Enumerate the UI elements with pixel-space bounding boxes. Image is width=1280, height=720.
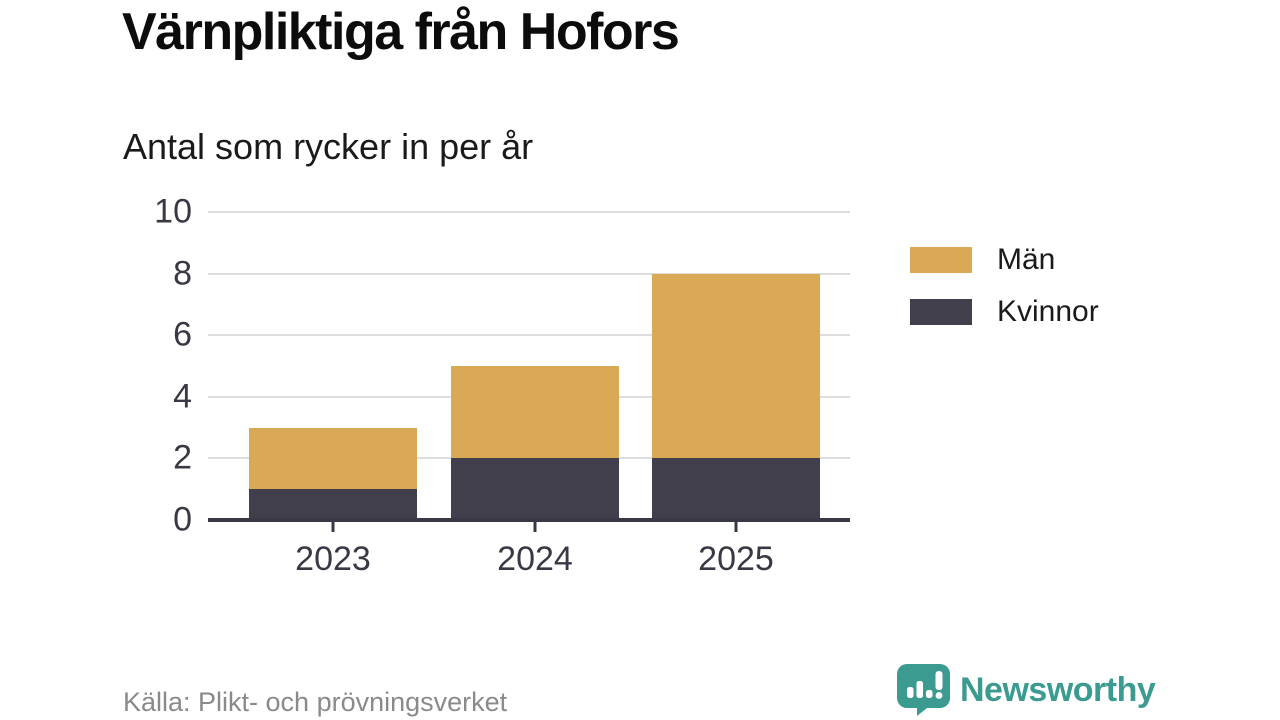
brand-logo: Newsworthy xyxy=(897,664,1156,716)
y-tick-label: 6 xyxy=(173,315,192,354)
gridline-y6 xyxy=(208,334,850,337)
x-tick-label: 2023 xyxy=(295,540,371,578)
x-axis-baseline xyxy=(208,518,850,522)
legend-swatch-women xyxy=(910,299,972,325)
bar-segment-2025-kvinnor xyxy=(652,458,820,520)
bar-segment-2024-män xyxy=(451,366,619,459)
y-tick-label: 8 xyxy=(173,254,192,293)
legend: Män Kvinnor xyxy=(910,243,1099,347)
x-tick-mark xyxy=(533,522,537,532)
x-tick-label: 2025 xyxy=(698,540,774,578)
legend-label-men: Män xyxy=(997,243,1056,276)
y-tick-label: 10 xyxy=(154,192,192,231)
legend-item-women: Kvinnor xyxy=(910,295,1099,329)
legend-swatch-men xyxy=(910,247,972,273)
chart-title: Värnpliktiga från Hofors xyxy=(122,3,680,61)
x-tick-mark xyxy=(734,522,738,532)
bar-segment-2024-kvinnor xyxy=(451,458,619,520)
legend-item-men: Män xyxy=(910,243,1099,277)
y-tick-label: 2 xyxy=(173,438,192,477)
y-tick-label: 4 xyxy=(173,377,192,416)
y-tick-label: 0 xyxy=(173,500,192,539)
x-tick-mark xyxy=(331,522,335,532)
bar-segment-2025-män xyxy=(652,273,820,459)
bar-segment-2023-kvinnor xyxy=(249,489,417,520)
gridline-y8 xyxy=(208,272,850,275)
gridline-y10 xyxy=(208,211,850,213)
x-tick-label: 2024 xyxy=(497,540,573,578)
source-caption: Källa: Plikt- och prövningsverket xyxy=(123,687,508,717)
newsworthy-bubble-icon xyxy=(897,664,950,716)
legend-label-women: Kvinnor xyxy=(997,295,1099,328)
brand-name: Newsworthy xyxy=(960,670,1156,709)
chart-subtitle: Antal som rycker in per år xyxy=(123,126,534,167)
bar-segment-2023-män xyxy=(249,427,417,490)
